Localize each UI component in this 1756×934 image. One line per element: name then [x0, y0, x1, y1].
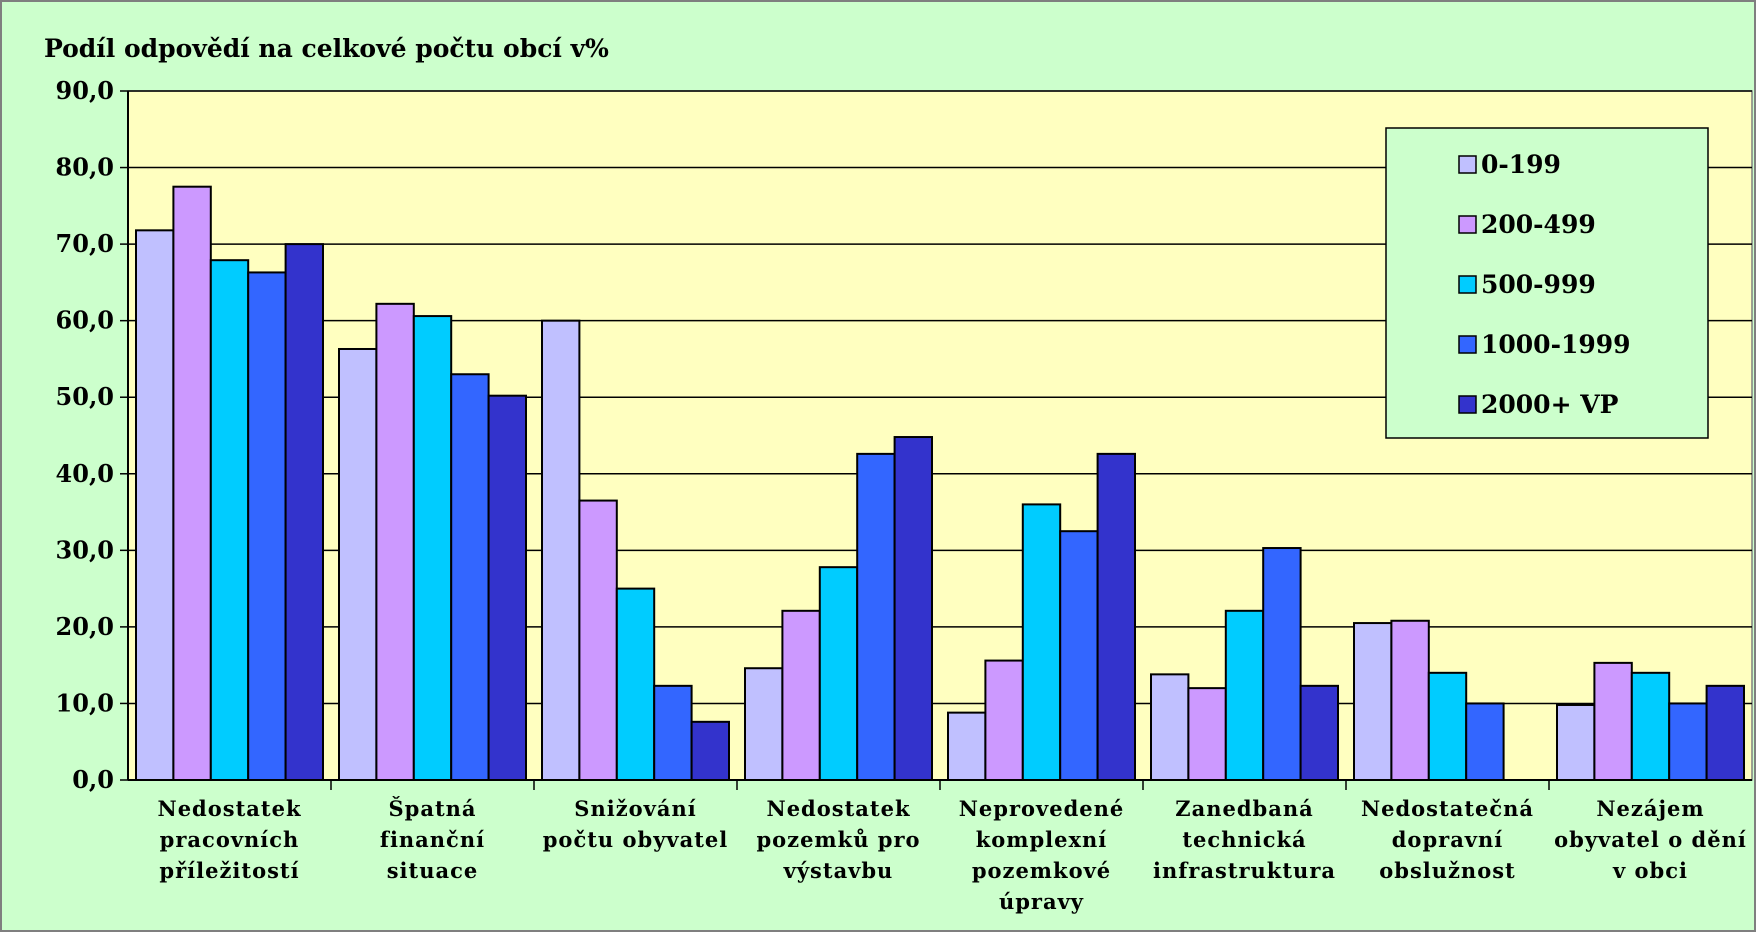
bar	[1059, 530, 1099, 782]
y-tick-label: 80,0	[56, 153, 114, 182]
legend-label: 0-199	[1481, 150, 1561, 179]
chart-title: Podíl odpovědí na celkové počtu obcí v%	[44, 34, 609, 63]
bar	[412, 315, 453, 781]
bar	[984, 659, 1024, 781]
y-tick-label: 10,0	[56, 688, 114, 717]
legend-swatch	[1458, 335, 1477, 354]
y-tick-label: 60,0	[56, 306, 114, 335]
bar	[247, 271, 287, 781]
bar	[1353, 622, 1393, 781]
bar	[1150, 673, 1190, 781]
bar	[375, 302, 415, 781]
bar	[1705, 684, 1745, 781]
x-tick-label: Nedostatečná dopravní obslužnost	[1361, 796, 1534, 883]
bar	[135, 229, 175, 781]
bar	[487, 394, 528, 781]
bar	[541, 319, 581, 781]
bar	[818, 566, 859, 781]
x-tick-label: Snižování počtu obyvatel	[543, 796, 729, 852]
bar	[1224, 609, 1265, 781]
legend-label: 200-499	[1481, 210, 1596, 239]
x-tick-label: Zanedbaná technická infrastruktura	[1153, 796, 1336, 883]
bar	[690, 720, 730, 781]
x-tick-label: Nedostatek pozemků pro výstavbu	[756, 796, 920, 883]
legend-label: 2000+ VP	[1481, 390, 1619, 419]
y-tick-label: 0,0	[72, 765, 114, 794]
bar	[1390, 619, 1430, 782]
bar	[744, 667, 784, 781]
y-tick-label: 90,0	[56, 76, 114, 105]
y-tick-label: 40,0	[56, 459, 114, 488]
bar	[1096, 452, 1136, 781]
bar	[893, 436, 933, 781]
x-tick-label: Nezájem obyvatel o dění v obci	[1554, 796, 1747, 883]
bar	[947, 711, 987, 781]
bar	[1465, 702, 1505, 782]
bar	[450, 373, 490, 781]
bar	[1630, 671, 1671, 781]
legend-swatch	[1458, 395, 1477, 414]
y-tick-label: 70,0	[56, 229, 114, 258]
bar	[1593, 661, 1633, 781]
legend-swatch	[1458, 275, 1477, 294]
bar	[1556, 703, 1596, 782]
legend-swatch	[1458, 155, 1477, 174]
bar	[338, 347, 378, 781]
bar	[1262, 547, 1302, 782]
bar	[172, 185, 212, 781]
y-tick-label: 20,0	[56, 612, 114, 641]
legend-label: 500-999	[1481, 270, 1596, 299]
bar	[284, 243, 325, 782]
bar	[1021, 503, 1062, 781]
bar	[209, 259, 250, 781]
bar	[1668, 702, 1708, 782]
bar	[615, 587, 656, 781]
bar	[578, 499, 618, 781]
legend-swatch	[1458, 215, 1477, 234]
x-tick-label: Nedostatek pracovních příležitostí	[158, 796, 302, 883]
bar	[653, 684, 693, 781]
legend	[1385, 127, 1709, 439]
bar	[781, 609, 821, 781]
y-tick-label: 50,0	[56, 382, 114, 411]
bar	[1427, 671, 1468, 781]
x-tick-label: Špatná finanční situace	[380, 796, 485, 883]
bar	[1299, 684, 1339, 781]
x-tick-label: Neprovedené komplexní pozemkové úpravy	[959, 796, 1125, 914]
bar	[1187, 687, 1227, 782]
legend-label: 1000-1999	[1481, 330, 1631, 359]
y-tick-label: 30,0	[56, 535, 114, 564]
bar	[856, 452, 896, 781]
